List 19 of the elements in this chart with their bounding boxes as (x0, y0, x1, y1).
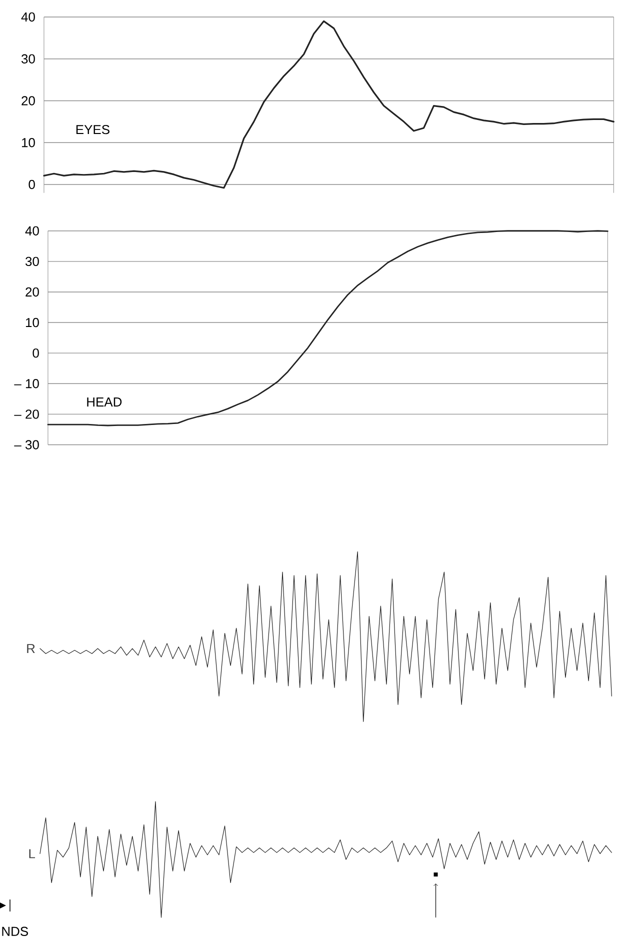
y-tick-label: 40 (21, 12, 36, 22)
y-tick-label: – 30 (14, 440, 40, 450)
y-tick-label: 0 (32, 348, 40, 358)
annotation: HEAD (87, 398, 122, 406)
y-tick-label: 20 (22, 96, 36, 106)
y-tick-label: 10 (22, 138, 36, 148)
line-series (43, 20, 615, 189)
y-tick-label: 30 (22, 54, 36, 64)
y-tick-label: 40 (25, 226, 40, 236)
series-label: L (29, 849, 36, 858)
y-tick-label: 0 (28, 180, 36, 190)
annotation: EYES (76, 124, 110, 134)
y-tick-label: – 20 (14, 410, 40, 419)
text: NDS (2, 926, 28, 936)
y-tick-label: 10 (26, 318, 40, 328)
series-label: R (27, 644, 36, 653)
y-tick-label: – 10 (14, 379, 40, 388)
y-tick-label: 30 (26, 256, 40, 266)
y-tick-label: 20 (26, 287, 40, 297)
